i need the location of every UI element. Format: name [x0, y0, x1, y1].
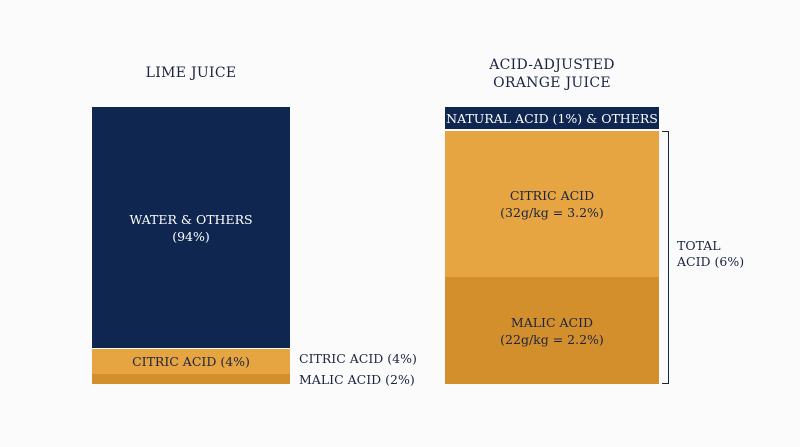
total-acid-bracket [662, 131, 669, 384]
orange-natural-acid-block: NATURAL ACID (1%) & OTHERS [445, 107, 659, 129]
total-acid-label: TOTAL ACID (6%) [677, 238, 745, 269]
orange-juice-title: ACID-ADJUSTED ORANGE JUICE [489, 57, 615, 91]
lime-malic-acid-block [92, 374, 290, 384]
lime-water-others-label: WATER & OTHERS (94%) [129, 211, 253, 244]
lime-water-others-block: WATER & OTHERS (94%) [92, 107, 290, 348]
lime-malic-acid-side-label: MALIC ACID (2%) [299, 372, 415, 387]
orange-citric-acid-block: CITRIC ACID (32g/kg = 3.2%) [445, 131, 659, 277]
lime-citric-acid-block: CITRIC ACID (4%) [92, 349, 290, 374]
orange-malic-acid-label: MALIC ACID (22g/kg = 2.2%) [500, 314, 604, 347]
lime-citric-acid-side-label: CITRIC ACID (4%) [299, 351, 417, 366]
lime-juice-title: LIME JUICE [145, 65, 237, 81]
orange-natural-acid-label: NATURAL ACID (1%) & OTHERS [446, 110, 658, 126]
orange-malic-acid-block: MALIC ACID (22g/kg = 2.2%) [445, 277, 659, 384]
orange-citric-acid-label: CITRIC ACID (32g/kg = 3.2%) [500, 188, 604, 220]
lime-citric-acid-bar-label: CITRIC ACID (4%) [132, 354, 250, 369]
